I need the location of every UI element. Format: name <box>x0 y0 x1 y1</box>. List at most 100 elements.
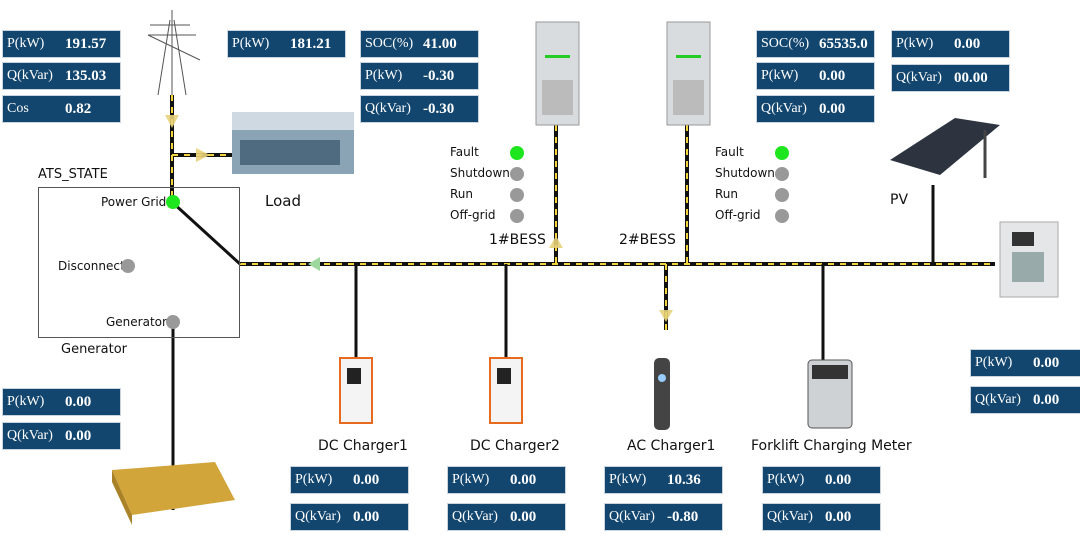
ats-title: ATS_STATE <box>38 167 108 182</box>
metric-value: 10.36 <box>667 471 701 488</box>
metric-value: -0.80 <box>667 508 699 525</box>
metric-value: 0.00 <box>819 100 846 117</box>
bess1-metric-qkvar: Q(kVar) -0.30 <box>360 95 479 123</box>
bess1-status-indicator <box>510 188 524 202</box>
metric-label: Q(kVar) <box>7 68 53 83</box>
metric-label: P(kW) <box>7 36 45 51</box>
metric-label: Q(kVar) <box>975 392 1021 407</box>
metric-value: 0.00 <box>954 35 981 52</box>
ats-generator-indicator <box>166 315 180 329</box>
ats-panel <box>38 187 240 338</box>
grid-metric-pkw: P(kW) 191.57 <box>2 30 121 58</box>
load-metric-pkw: P(kW) 181.21 <box>227 30 346 58</box>
ac1-metric-qkvar: Q(kVar) -0.80 <box>604 503 723 531</box>
bess2-metric-qkvar: Q(kVar) 0.00 <box>756 95 875 123</box>
pv-metric-qkvar: Q(kVar) 00.00 <box>891 64 1010 92</box>
bess1-status-indicator <box>510 146 524 160</box>
meter-cabinet-image <box>999 221 1059 298</box>
bess1-metric-soc: SOC(%) 41.00 <box>360 30 479 58</box>
metric-label: P(kW) <box>365 68 403 83</box>
metric-label: P(kW) <box>295 472 333 487</box>
metric-value: 0.00 <box>65 393 92 410</box>
metric-value: 00.00 <box>954 69 988 86</box>
load-label: Load <box>265 192 301 210</box>
metric-label: P(kW) <box>7 394 45 409</box>
bess2-status-indicator <box>775 146 789 160</box>
metric-label: Q(kVar) <box>767 509 813 524</box>
dc2-metric-qkvar: Q(kVar) 0.00 <box>447 503 566 531</box>
metric-value: 0.00 <box>510 471 537 488</box>
bess1-status-label: Shutdown <box>450 166 510 180</box>
flow-arrow-icon <box>165 115 179 128</box>
metric-label: P(kW) <box>232 36 270 51</box>
forklift-label: Forklift Charging Meter <box>751 438 912 454</box>
ac1-metric-pkw: P(kW) 10.36 <box>604 466 723 494</box>
metric-label: P(kW) <box>452 472 490 487</box>
bess1-label: 1#BESS <box>489 232 546 248</box>
grid-metric-qkvar: Q(kVar) 135.03 <box>2 62 121 90</box>
bess2-metric-pkw: P(kW) 0.00 <box>756 62 875 90</box>
bess2-status-label: Off-grid <box>715 208 761 222</box>
metric-value: 65535.0 <box>819 35 868 52</box>
dc2-metric-pkw: P(kW) 0.00 <box>447 466 566 494</box>
metric-label: P(kW) <box>761 68 799 83</box>
bess2-label: 2#BESS <box>619 232 676 248</box>
metric-label: Q(kVar) <box>452 509 498 524</box>
metric-value: -0.30 <box>423 67 455 84</box>
transmission-tower-icon <box>147 10 201 96</box>
dc1-metric-pkw: P(kW) 0.00 <box>290 466 409 494</box>
metric-label: Q(kVar) <box>609 509 655 524</box>
metric-value: 0.00 <box>1033 354 1060 371</box>
metric-value: 0.00 <box>65 427 92 444</box>
bess1-status-indicator <box>510 167 524 181</box>
pv-metric-pkw: P(kW) 0.00 <box>891 30 1010 58</box>
meter-metric-pkw: P(kW) 0.00 <box>970 349 1080 377</box>
bess1-status-label: Off-grid <box>450 208 496 222</box>
metric-value: 0.82 <box>65 100 92 117</box>
bess1-status-indicator <box>510 209 524 223</box>
bess1-status-label: Fault <box>450 145 479 159</box>
dc-charger2-image <box>489 357 523 424</box>
bess2-cabinet-image <box>666 21 711 126</box>
bess2-status-indicator <box>775 188 789 202</box>
metric-label: Q(kVar) <box>896 70 942 85</box>
flow-arrow-icon <box>196 148 210 162</box>
metric-label: Q(kVar) <box>295 509 341 524</box>
generator-metric-qkvar: Q(kVar) 0.00 <box>2 422 121 450</box>
metric-value: 0.00 <box>819 67 846 84</box>
metric-value: 191.57 <box>65 35 107 52</box>
metric-value: 0.00 <box>353 471 380 488</box>
ats-power-grid-label: Power Grid <box>101 195 167 209</box>
bess2-status-label: Run <box>715 187 739 201</box>
ac-charger1-image <box>654 358 670 430</box>
meter-metric-qkvar: Q(kVar) 0.00 <box>970 386 1080 414</box>
dc-charger1-label: DC Charger1 <box>318 438 408 454</box>
bess2-status-indicator <box>775 167 789 181</box>
metric-value: 41.00 <box>423 35 457 52</box>
dc1-metric-qkvar: Q(kVar) 0.00 <box>290 503 409 531</box>
bess1-cabinet-image <box>535 21 580 126</box>
forklift-charger-image <box>807 359 853 429</box>
forklift-metric-qkvar: Q(kVar) 0.00 <box>762 503 881 531</box>
metric-label: P(kW) <box>609 472 647 487</box>
metric-value: 0.00 <box>825 471 852 488</box>
flow-arrow-icon <box>308 257 320 271</box>
metric-label: SOC(%) <box>761 36 810 51</box>
flow-arrow-icon <box>659 310 673 322</box>
metric-label: P(kW) <box>975 355 1013 370</box>
metric-label: Q(kVar) <box>761 101 807 116</box>
grid-metric-cos: Cos 0.82 <box>2 95 121 123</box>
generator-label: Generator <box>61 342 128 357</box>
metric-value: 135.03 <box>65 67 107 84</box>
pv-panel-image <box>890 118 1000 178</box>
pv-label: PV <box>890 192 909 208</box>
metric-label: Cos <box>7 101 29 116</box>
dc-charger2-label: DC Charger2 <box>470 438 560 454</box>
metric-value: 0.00 <box>1033 391 1060 408</box>
metric-value: 181.21 <box>290 35 332 52</box>
bess2-status-label: Fault <box>715 145 744 159</box>
metric-label: Q(kVar) <box>365 101 411 116</box>
bess2-status-indicator <box>775 209 789 223</box>
metric-label: P(kW) <box>767 472 805 487</box>
metric-value: 0.00 <box>825 508 852 525</box>
